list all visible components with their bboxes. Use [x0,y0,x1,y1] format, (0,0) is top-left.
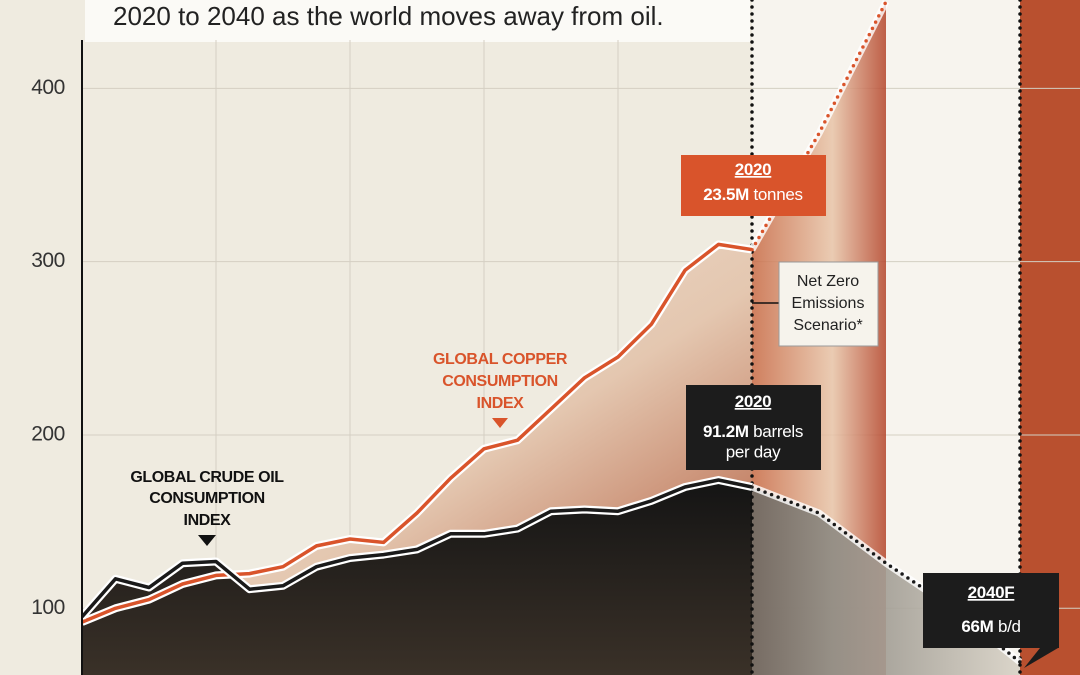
oil-label: GLOBAL CRUDE OIL CONSUMPTION INDEX [130,469,285,546]
box-value: 91.2M barrels [703,422,803,441]
heading: 2020 [735,392,772,411]
box [681,155,826,216]
label-line: GLOBAL COPPER [433,351,568,368]
unit: barrels [753,422,803,441]
pointer [492,418,508,428]
pointer [198,535,216,546]
y-tick-label: 300 [31,249,65,272]
box-value: 23.5M tonnes [703,185,802,204]
unit: b/d [998,617,1021,636]
copper-box: 2020 23.5M tonnes [681,155,826,216]
value: 23.5M [703,185,749,204]
value: 91.2M [703,422,749,441]
box [778,261,879,347]
box-heading: 2020 [735,160,772,179]
heading: 2020 [735,160,772,179]
forecast-box: 2040F 66M b/d [923,573,1059,668]
box [686,385,821,470]
forecast-line [750,0,888,252]
box-heading: 2040F [968,583,1015,602]
box-line: Scenario* [793,317,862,334]
box [923,573,1059,648]
label-line: CONSUMPTION [149,490,265,507]
scenario-box: Net Zero Emissions Scenario* [752,261,879,347]
y-tick-label: 100 [31,596,65,619]
heading: 2040F [968,583,1015,602]
oil-box: 2020 91.2M barrels per day [686,385,821,470]
label-line: CONSUMPTION [442,373,558,390]
box-line: Net Zero [797,273,859,290]
label-line: INDEX [477,395,525,412]
box-heading: 2020 [735,392,772,411]
copper-label: GLOBAL COPPER CONSUMPTION INDEX [433,351,568,428]
pointer [1024,648,1058,668]
unit: tonnes [753,185,802,204]
forecast-band-right [1020,0,1080,675]
chart-title: 2020 to 2040 as the world moves away fro… [113,1,664,31]
y-tick-label: 200 [31,423,65,446]
y-tick-label: 400 [31,76,65,99]
box-value: 66M b/d [961,617,1020,636]
box-line: Emissions [792,295,865,312]
label-line: INDEX [184,512,232,529]
label-line: GLOBAL CRUDE OIL [130,469,284,486]
line [82,242,753,624]
box-unit: per day [726,442,781,461]
value: 66M [961,617,993,636]
area [82,480,752,675]
line [82,478,753,619]
title-panel [85,0,750,42]
